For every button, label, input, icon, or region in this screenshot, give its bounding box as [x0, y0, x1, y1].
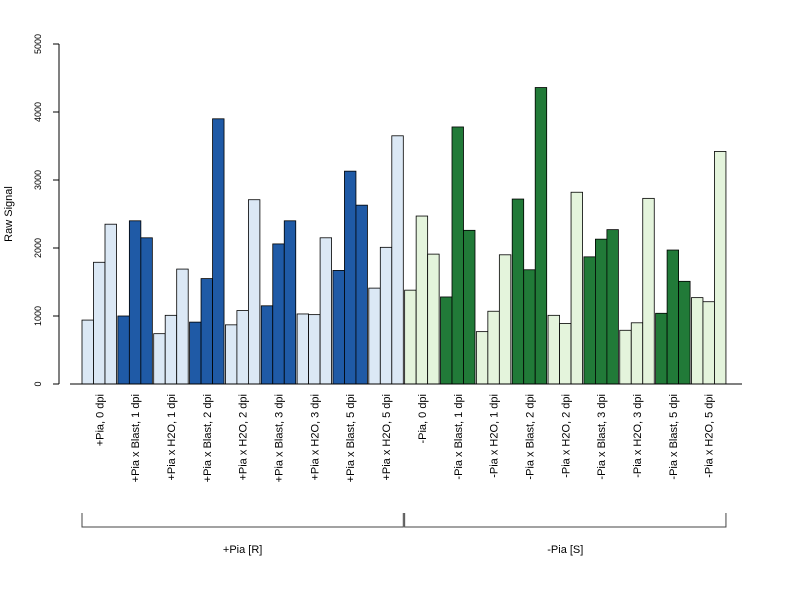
bar	[391, 135, 404, 385]
bar	[559, 323, 572, 385]
bar	[498, 254, 512, 385]
y-axis-title: Raw Signal	[3, 186, 15, 242]
bar	[440, 296, 453, 385]
category-label: -Pia x H2O, 5 dpi	[704, 394, 716, 478]
group-brackets: +Pia [R] -Pia [S]	[81, 513, 727, 556]
category-label: +Pia x H2O, 1 dpi	[166, 394, 178, 481]
bar	[702, 301, 715, 385]
bar	[642, 197, 655, 385]
category-labels: +Pia, 0 dpi +Pia x Blast, 1 dpi +Pia x H2O…	[94, 394, 715, 482]
bar	[606, 229, 619, 385]
bar	[93, 261, 106, 385]
category-label: -Pia x Blast, 1 dpi	[453, 394, 465, 480]
category-label: -Pia x Blast, 5 dpi	[668, 394, 680, 480]
bar	[678, 280, 691, 385]
bars	[81, 87, 727, 385]
group-bracket	[81, 513, 404, 528]
bar	[153, 333, 166, 385]
y-tick-label: 1000	[33, 306, 43, 326]
bar	[451, 126, 464, 385]
bar	[619, 329, 632, 385]
y-tick-label: 4000	[33, 102, 43, 122]
bar	[164, 314, 178, 385]
bar	[236, 310, 249, 385]
category-label: +Pia, 0 dpi	[94, 394, 106, 446]
bar	[81, 319, 94, 385]
bar	[570, 191, 583, 385]
bar	[344, 170, 357, 385]
bar	[117, 315, 130, 385]
group-label: -Pia [S]	[547, 544, 583, 556]
bar	[355, 204, 368, 385]
bar	[104, 223, 117, 385]
bar	[463, 229, 476, 385]
category-label: -Pia x H2O, 3 dpi	[632, 394, 644, 478]
category-label: -Pia x Blast, 2 dpi	[524, 394, 536, 480]
bar	[691, 297, 704, 385]
category-label: -Pia x H2O, 1 dpi	[489, 394, 501, 478]
bar	[666, 249, 679, 385]
bar	[247, 199, 261, 385]
y-tick-label: 5000	[33, 34, 43, 54]
bar	[655, 312, 668, 385]
bar	[200, 278, 213, 385]
bar	[283, 220, 297, 385]
bar	[368, 287, 381, 385]
bar	[272, 243, 285, 385]
category-label: +Pia x H2O, 5 dpi	[381, 394, 393, 481]
bar	[140, 237, 153, 385]
group-label: +Pia [R]	[223, 544, 262, 556]
bar	[332, 270, 345, 385]
bar	[714, 151, 727, 385]
category-label: +Pia x H2O, 2 dpi	[238, 394, 250, 481]
bar	[319, 237, 333, 385]
bar	[224, 324, 238, 385]
bar	[523, 269, 536, 385]
axes: 0 1000 2000 3000 4000 5000	[33, 34, 742, 387]
bar	[427, 253, 440, 385]
bar	[415, 215, 429, 385]
bar	[296, 313, 310, 385]
y-tick-label: 0	[33, 381, 43, 386]
bar	[128, 220, 142, 385]
bar	[176, 268, 189, 385]
bar	[260, 305, 274, 385]
category-label: +Pia x Blast, 2 dpi	[202, 394, 214, 482]
y-tick-label: 3000	[33, 170, 43, 190]
category-label: +Pia x H2O, 3 dpi	[309, 394, 321, 481]
bar	[583, 256, 596, 385]
y-tick-label: 2000	[33, 238, 43, 258]
category-label: +Pia x Blast, 1 dpi	[130, 394, 142, 482]
category-label: +Pia x Blast, 3 dpi	[274, 394, 286, 482]
category-label: -Pia, 0 dpi	[417, 394, 429, 444]
bar	[404, 289, 417, 385]
bar	[630, 322, 644, 385]
category-label: -Pia x Blast, 3 dpi	[596, 394, 608, 480]
bar	[308, 314, 321, 385]
category-label: +Pia x Blast, 5 dpi	[345, 394, 357, 482]
group-bracket	[404, 513, 727, 528]
bar	[212, 118, 225, 385]
bar	[487, 310, 500, 385]
category-label: -Pia x H2O, 2 dpi	[560, 394, 572, 478]
bar	[511, 198, 525, 385]
bar	[189, 321, 202, 385]
bar	[475, 331, 489, 385]
bar	[595, 238, 608, 385]
bar	[547, 314, 560, 385]
bar	[379, 246, 393, 385]
bar	[534, 87, 548, 385]
